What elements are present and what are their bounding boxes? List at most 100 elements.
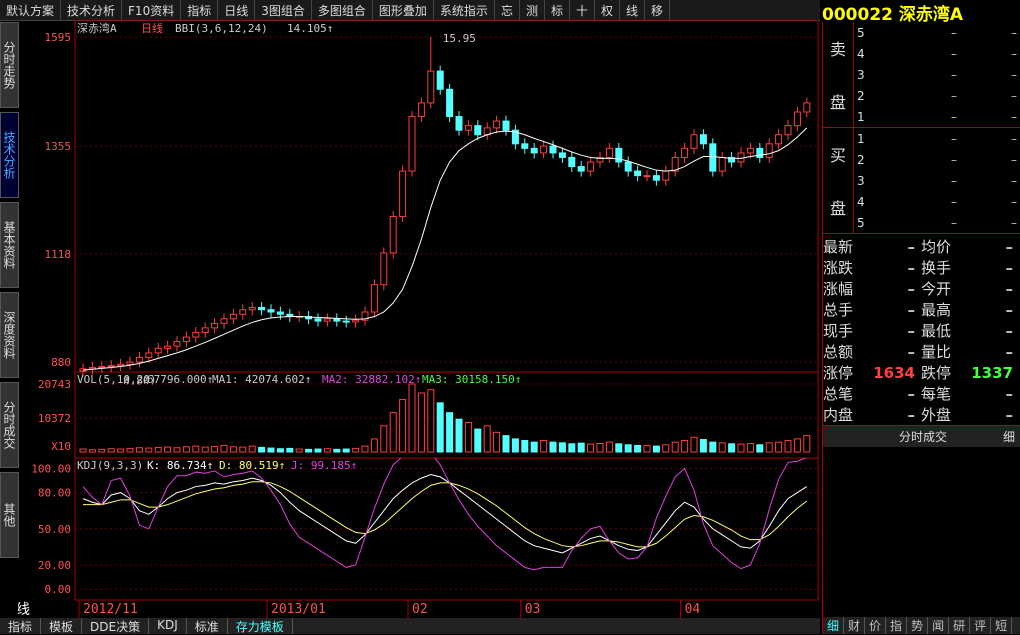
volume-bar [455, 418, 463, 453]
side-tab[interactable]: 技术分析 [0, 112, 19, 198]
stat-value: – [1005, 321, 1014, 340]
level: 1 [857, 109, 865, 124]
right-tab[interactable]: 短 [991, 617, 1013, 634]
candle-body [596, 156, 604, 163]
legend-entry: J: 99.185↑ [291, 459, 357, 472]
price: – [951, 88, 957, 103]
stat-value: – [907, 342, 916, 361]
volume-bar [295, 448, 303, 453]
section-button[interactable]: 细 [1002, 430, 1015, 444]
stat-label: 涨跌 [823, 259, 854, 277]
section-title: 分时成交 [899, 430, 948, 444]
right-tab[interactable]: 价 [865, 617, 887, 634]
rows: 5 – – 4 – – 3 – – 2 – – 1 – – [853, 22, 1020, 127]
toolbar-button[interactable]: F10资料 [122, 0, 182, 20]
x-tick-label: 02 [412, 602, 428, 617]
stat-value: – [907, 258, 916, 277]
x-tick-label: 04 [685, 602, 701, 617]
stat-row: 最新 – 均价 – [823, 236, 1020, 257]
candle-body [502, 120, 510, 131]
book-label: 卖 [829, 40, 846, 60]
stock-name: 深赤湾A [898, 5, 964, 25]
toolbar-button[interactable]: 权 [595, 0, 621, 20]
price: – [951, 131, 957, 146]
bottom-tab[interactable]: DDE决策 [82, 618, 150, 634]
candle-body [624, 161, 632, 172]
volume-bar [239, 446, 247, 453]
stock-header: 000022 深赤湾A [822, 0, 1020, 25]
side-tab[interactable]: 其他 [0, 472, 19, 558]
candle-body [568, 156, 576, 168]
right-tab[interactable]: 指 [886, 617, 908, 634]
volume-bar [399, 399, 407, 453]
volume-bar [756, 444, 764, 453]
right-tab[interactable]: 研 [949, 617, 971, 634]
volume-bar [793, 438, 801, 453]
toolbar-button[interactable]: 3图组合 [255, 0, 312, 20]
panel-frame [74, 20, 819, 373]
toolbar-button[interactable]: 指标 [181, 0, 219, 20]
toolbar-button[interactable]: 默认方案 [0, 0, 62, 20]
toolbar-button[interactable]: 日线 [218, 0, 256, 20]
right-tab[interactable]: 势 [907, 617, 929, 634]
volume: – [1011, 194, 1017, 209]
stat-label: 每笔 [921, 385, 952, 403]
toolbar-button[interactable]: 测 [520, 0, 545, 20]
volume-bar [248, 445, 256, 453]
y-tick-label: 80.00 [38, 487, 71, 500]
toolbar-button[interactable]: 多图组合 [312, 0, 373, 20]
volume-bar [540, 440, 548, 453]
side-tab[interactable]: 分时成交 [0, 382, 19, 468]
volume: – [1011, 88, 1017, 103]
bottom-tab[interactable]: KDJ [149, 618, 187, 634]
toolbar-button[interactable]: 技术分析 [61, 0, 123, 20]
volume-bar [361, 445, 369, 453]
candle-body [361, 311, 369, 321]
side-tab[interactable]: 分时走势 [0, 22, 19, 108]
volume: – [1011, 67, 1017, 82]
volume-bar [709, 441, 717, 453]
bottom-tab[interactable]: 标准 [187, 618, 228, 634]
side-tab[interactable]: 深度资料 [0, 292, 19, 378]
toolbar-button[interactable]: 图形叠加 [373, 0, 434, 20]
level: 1 [857, 131, 865, 146]
candle-body [671, 156, 679, 172]
toolbar-button[interactable]: 忘 [495, 0, 520, 20]
candle-body [775, 134, 783, 145]
unit-label: X10 [51, 440, 71, 453]
series-line [82, 458, 807, 571]
book-row: 4 – – [853, 43, 1020, 64]
volume-bar [446, 412, 454, 453]
right-tab[interactable]: 细 [823, 617, 845, 634]
book-row: 3 – – [853, 170, 1020, 191]
right-tab[interactable]: 闻 [928, 617, 950, 634]
candle-body [173, 341, 181, 347]
toolbar-button[interactable]: 系统指示 [434, 0, 495, 20]
toolbar-button[interactable]: 移 [645, 0, 671, 20]
bottom-tab[interactable]: 指标 [0, 618, 42, 634]
stat-row: 总额 – 量比 – [823, 341, 1020, 362]
stat-label: 现手 [823, 322, 854, 340]
toolbar-button[interactable]: 标 [545, 0, 570, 20]
bottom-tab[interactable]: 存力模板 [228, 618, 293, 634]
stat-value: – [1005, 384, 1014, 403]
volume-bar [511, 438, 519, 453]
bottom-tab[interactable]: 模板 [41, 618, 83, 634]
toolbar-button[interactable]: 十 [570, 0, 595, 20]
candle-body [98, 366, 106, 369]
stat-value: – [1005, 405, 1014, 424]
toolbar-button[interactable]: 线 [620, 0, 646, 20]
candle-body [577, 166, 585, 172]
right-tab[interactable]: 评 [970, 617, 992, 634]
volume-bar [352, 447, 360, 453]
candle-body [380, 252, 388, 286]
x-tick-label: 03 [525, 602, 541, 617]
price: – [951, 173, 957, 188]
candle-body [709, 143, 717, 172]
series-line [83, 481, 808, 548]
right-tab[interactable]: 财 [844, 617, 866, 634]
volume: – [1011, 152, 1017, 167]
side-tab[interactable]: 基本资料 [0, 202, 19, 288]
volume-bar [596, 442, 604, 453]
